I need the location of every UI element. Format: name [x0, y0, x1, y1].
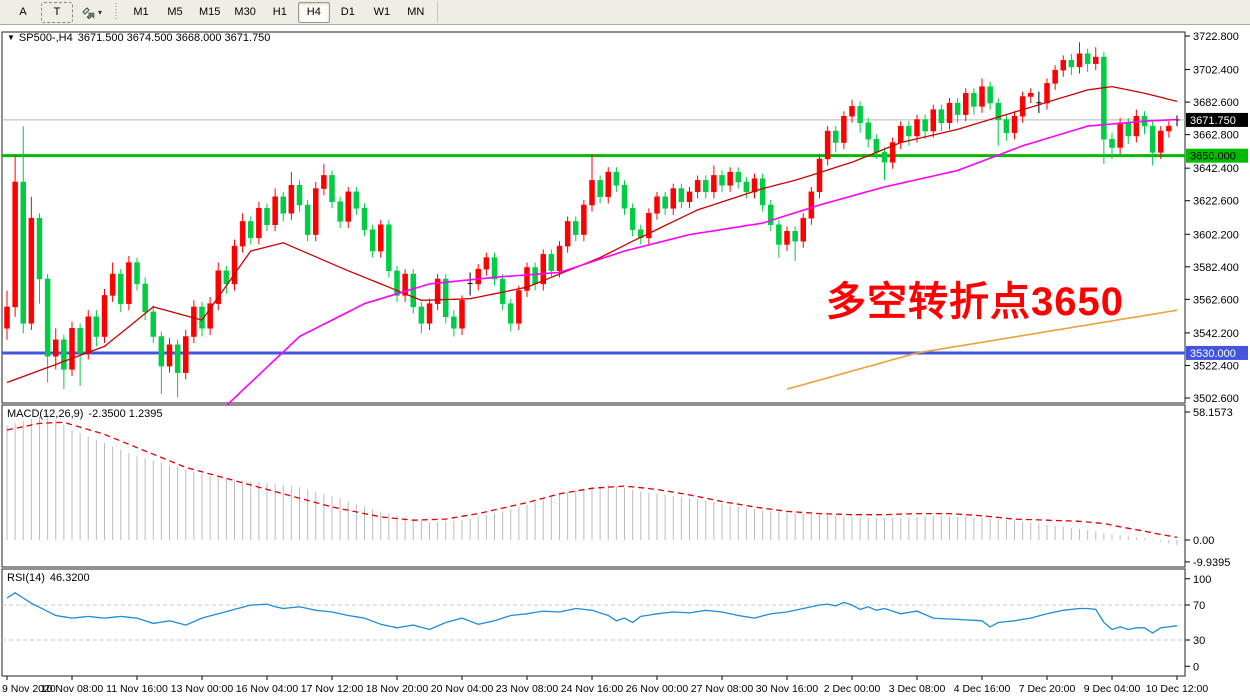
svg-text:18 Nov 20:00: 18 Nov 20:00: [366, 683, 429, 695]
toolbar: A T ▾ M1 M5 M15 M30 H1 H4 D1 W1 MN: [0, 0, 1250, 25]
svg-text:2 Dec 00:00: 2 Dec 00:00: [824, 683, 881, 695]
timeframe-button-d1[interactable]: D1: [340, 6, 355, 18]
svg-text:3702.400: 3702.400: [1193, 65, 1239, 77]
dropdown-caret-icon: ▾: [98, 7, 103, 17]
timeframe-button-mn[interactable]: MN: [407, 6, 425, 18]
svg-text:58.1573: 58.1573: [1193, 407, 1233, 419]
svg-text:17 Nov 12:00: 17 Nov 12:00: [301, 683, 364, 695]
svg-text:100: 100: [1193, 574, 1211, 586]
timeframe-button-m15[interactable]: M15: [199, 6, 221, 18]
toolbar-grip[interactable]: [114, 3, 120, 21]
svg-text:3562.600: 3562.600: [1193, 294, 1239, 306]
current-price-label: 3671.750: [1186, 112, 1248, 127]
chart-area[interactable]: 3722.800 3702.400 3682.600 3662.800 3642.400…: [0, 26, 1250, 698]
timeframe-buttons: M1 M5 M15 M30 H1 H4 D1 W1 MN: [124, 1, 433, 23]
svg-text:30 Nov 16:00: 30 Nov 16:00: [756, 683, 819, 695]
svg-text:3682.600: 3682.600: [1193, 97, 1239, 109]
svg-text:3671.750: 3671.750: [1190, 115, 1236, 127]
timeframe-button-h1[interactable]: H1: [272, 6, 287, 18]
svg-text:3522.400: 3522.400: [1193, 360, 1239, 372]
text-tool-button[interactable]: T: [41, 1, 73, 23]
svg-text:16 Nov 04:00: 16 Nov 04:00: [236, 683, 299, 695]
svg-text:13 Nov 00:00: 13 Nov 00:00: [171, 683, 234, 695]
timeframe-button-w1[interactable]: W1: [373, 6, 391, 18]
arrow-text-button[interactable]: A: [19, 6, 27, 18]
timeframe-button-m30[interactable]: M30: [234, 6, 256, 18]
svg-text:26 Nov 00:00: 26 Nov 00:00: [626, 683, 689, 695]
svg-text:0: 0: [1193, 661, 1199, 673]
svg-text:4 Dec 16:00: 4 Dec 16:00: [954, 683, 1011, 695]
timeframe-button-m5[interactable]: M5: [167, 6, 183, 18]
macd-histogram: [6, 414, 1178, 546]
price-label-3650-000: 3650.000: [1186, 148, 1248, 163]
svg-text:23 Nov 08:00: 23 Nov 08:00: [496, 683, 559, 695]
svg-text:20 Nov 04:00: 20 Nov 04:00: [431, 683, 494, 695]
rsi-line: [6, 592, 1178, 634]
price-label-3530-000: 3530.000: [1186, 345, 1248, 360]
svg-text:9 Nov 2020: 9 Nov 2020: [2, 683, 56, 695]
ma-slow-line: [786, 309, 1178, 390]
svg-text:3582.400: 3582.400: [1193, 262, 1239, 274]
rsi-panel[interactable]: [1, 568, 1186, 677]
macd-panel[interactable]: [1, 404, 1186, 568]
svg-text:-9.9395: -9.9395: [1193, 557, 1230, 569]
rsi-level-lines: [2, 604, 1185, 641]
svg-text:3530.000: 3530.000: [1190, 348, 1236, 360]
svg-text:9 Dec 04:00: 9 Dec 04:00: [1084, 683, 1141, 695]
svg-text:3 Dec 08:00: 3 Dec 08:00: [889, 683, 946, 695]
timeframe-button-m1[interactable]: M1: [133, 6, 149, 18]
svg-text:30: 30: [1193, 635, 1205, 647]
chart-canvas[interactable]: 3722.800 3702.400 3682.600 3662.800 3642.400…: [0, 26, 1250, 698]
macd-axis[interactable]: 58.1573 0.00 -9.9395: [1185, 407, 1233, 569]
rsi-axis[interactable]: 100 70 30 0: [1185, 574, 1211, 674]
svg-text:10 Nov 08:00: 10 Nov 08:00: [41, 683, 104, 695]
svg-text:27 Nov 08:00: 27 Nov 08:00: [691, 683, 754, 695]
macd-signal-line: [6, 421, 1178, 538]
svg-text:3622.600: 3622.600: [1193, 196, 1239, 208]
svg-text:3642.400: 3642.400: [1193, 163, 1239, 175]
svg-text:3542.200: 3542.200: [1193, 328, 1239, 340]
draw-arrows-icon: [81, 6, 96, 19]
svg-text:3650.000: 3650.000: [1190, 151, 1236, 163]
svg-text:0.00: 0.00: [1193, 535, 1214, 547]
svg-text:3502.600: 3502.600: [1193, 393, 1239, 405]
svg-text:3662.800: 3662.800: [1193, 130, 1239, 142]
timeframe-button-h4[interactable]: H4: [297, 1, 330, 23]
annotation-text-object[interactable]: 多空转折点3650: [826, 280, 1124, 324]
svg-text:3722.800: 3722.800: [1193, 31, 1239, 43]
svg-text:70: 70: [1193, 600, 1205, 612]
svg-text:7 Dec 20:00: 7 Dec 20:00: [1019, 683, 1076, 695]
ma-mid-line: [225, 118, 1178, 407]
svg-text:3602.200: 3602.200: [1193, 229, 1239, 241]
toolbar-separator: [436, 2, 438, 22]
svg-text:10 Dec 12:00: 10 Dec 12:00: [1146, 683, 1209, 695]
candles-layer: [4, 42, 1180, 398]
draw-arrows-button[interactable]: ▾: [75, 2, 108, 23]
svg-text:11 Nov 16:00: 11 Nov 16:00: [106, 683, 168, 695]
svg-text:24 Nov 16:00: 24 Nov 16:00: [561, 683, 624, 695]
price-axis[interactable]: 3722.800 3702.400 3682.600 3662.800 3642.400…: [1185, 31, 1239, 405]
